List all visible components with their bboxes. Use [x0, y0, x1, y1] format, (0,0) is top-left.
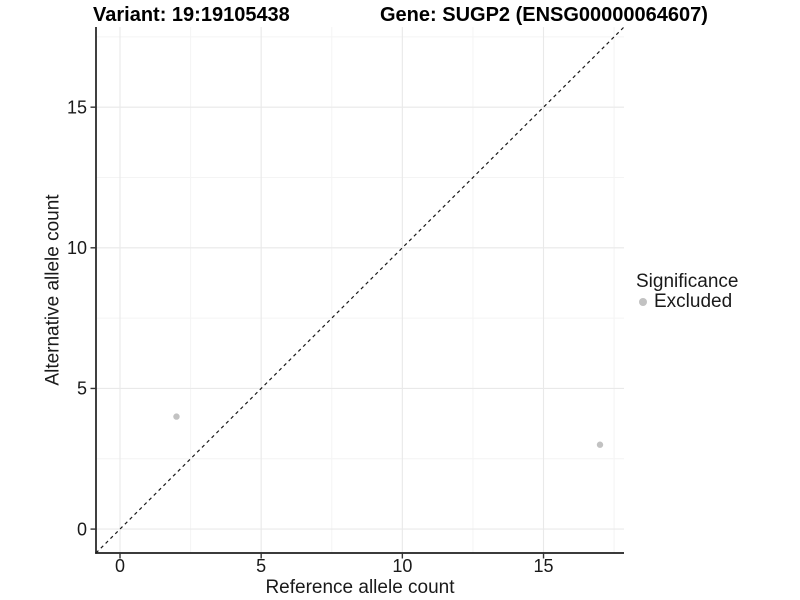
excluded-marker-icon — [639, 298, 647, 306]
legend-item-label: Excluded — [654, 291, 733, 312]
y-tick-label: 10 — [67, 238, 87, 258]
legend-key — [636, 298, 654, 306]
x-tick-label: 0 — [115, 556, 125, 576]
y-tick-label: 15 — [67, 97, 87, 117]
x-tick-label: 10 — [392, 556, 412, 576]
variant-title: Variant: 19:19105438 — [93, 4, 290, 26]
legend-item-excluded: Excluded — [636, 292, 738, 312]
y-axis-title: Alternative allele count — [43, 194, 64, 386]
y-tick-label: 0 — [77, 519, 87, 539]
legend: Significance Excluded — [636, 271, 738, 312]
x-tick-label: 5 — [256, 556, 266, 576]
x-tick-label: 15 — [534, 556, 554, 576]
data-point — [596, 441, 604, 448]
x-axis-title: Reference allele count — [265, 577, 455, 598]
legend-title: Significance — [636, 271, 739, 292]
identity-dashed-line — [95, 26, 625, 554]
y-tick-label: 5 — [77, 379, 87, 399]
gene-title: Gene: SUGP2 (ENSG00000064607) — [380, 4, 708, 26]
data-point — [173, 413, 180, 420]
